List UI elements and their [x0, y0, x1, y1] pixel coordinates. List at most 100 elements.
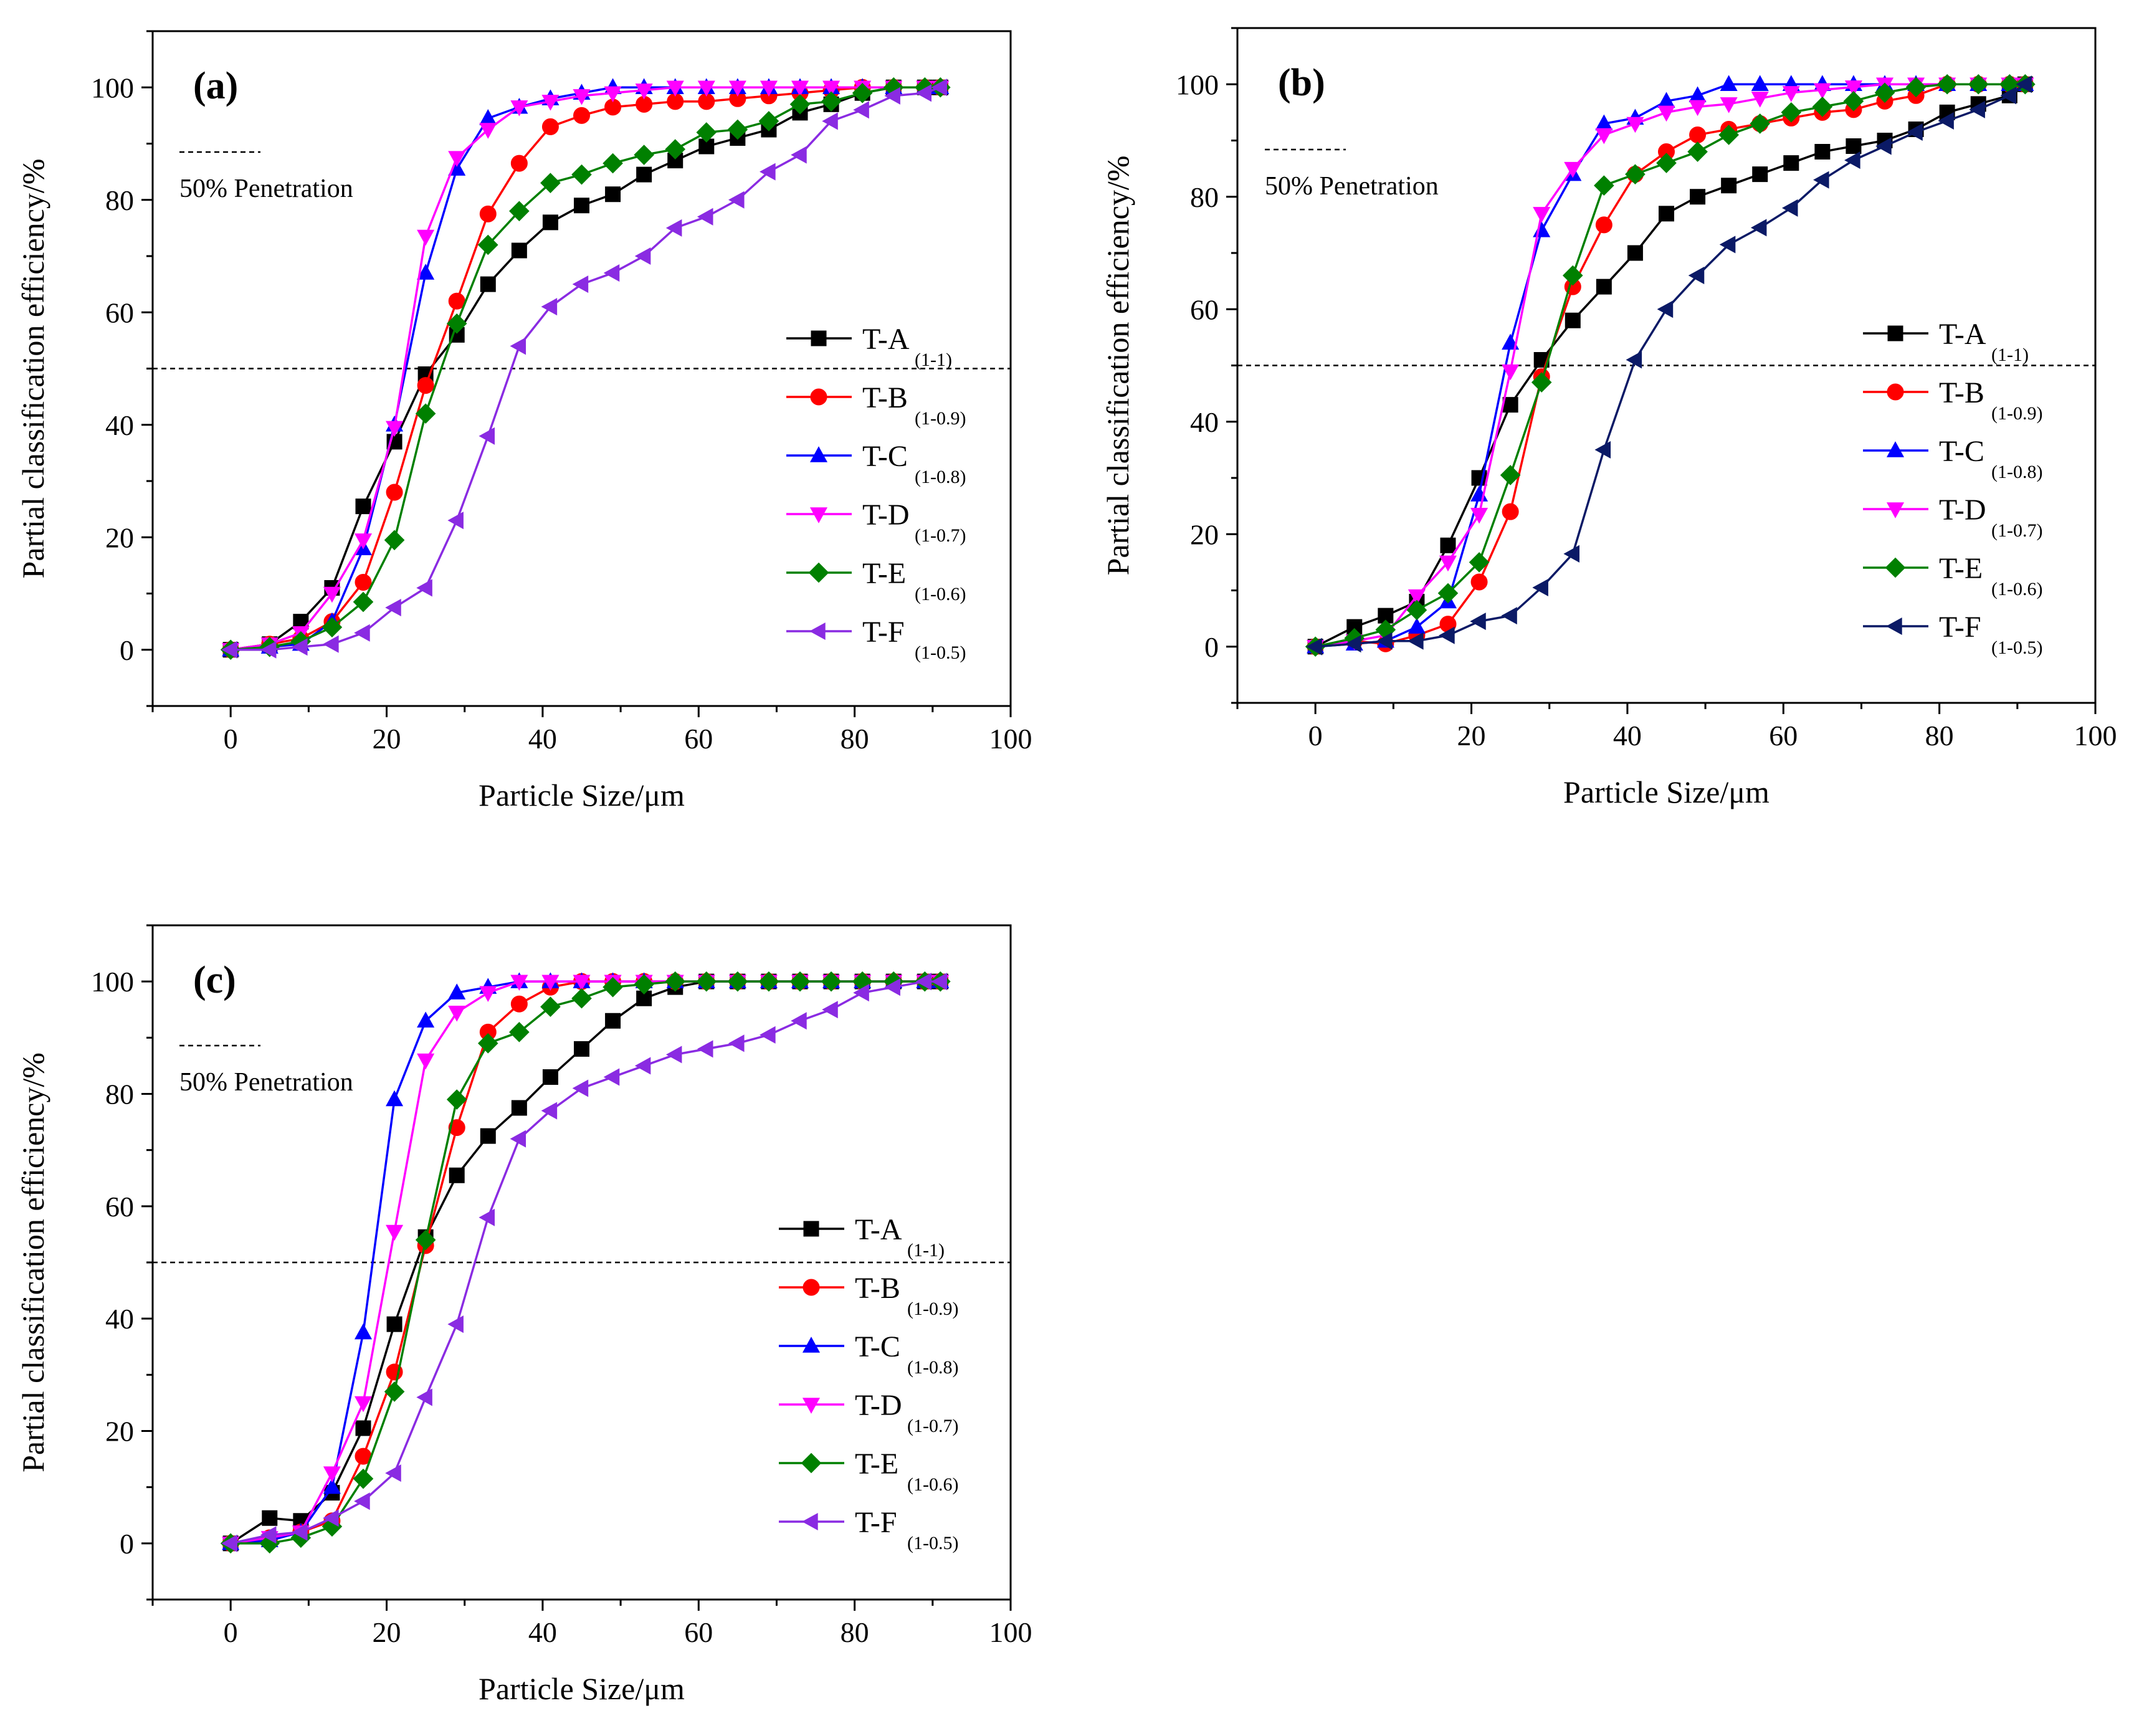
- legend-entry-t-f: T-F (1-0.5): [1863, 611, 2042, 658]
- legend-subscript: (1-0.8): [915, 467, 966, 487]
- data-point: [541, 95, 560, 111]
- data-point: [385, 599, 401, 617]
- legend-label: T-F: [855, 1506, 897, 1539]
- legend-subscript: (1-0.6): [915, 584, 966, 604]
- legend-entry-t-b: T-B (1-0.9): [779, 1272, 958, 1319]
- data-point: [603, 153, 623, 174]
- series-t-f: [1306, 75, 2032, 656]
- data-point: [727, 119, 748, 140]
- legend-subscript: (1-1): [1991, 345, 2029, 365]
- data-point: [1751, 92, 1769, 108]
- legend-subscript: (1-1): [915, 350, 952, 370]
- data-point: [1470, 507, 1489, 524]
- data-point: [1720, 97, 1738, 113]
- data-point: [221, 641, 237, 659]
- data-point: [541, 975, 560, 991]
- data-point: [1533, 221, 1551, 237]
- data-point: [323, 1466, 341, 1482]
- legend-marker: [1886, 441, 1905, 457]
- legend-marker: [810, 388, 827, 406]
- data-point: [573, 107, 590, 124]
- data-point: [605, 1013, 621, 1029]
- data-point: [1659, 206, 1674, 222]
- legend-entry-t-d: T-D(1-0.7): [786, 498, 966, 546]
- legend-entry-t-d: T-D(1-0.7): [1863, 494, 2042, 541]
- data-point: [446, 1089, 467, 1110]
- data-point: [1625, 164, 1646, 184]
- data-point: [292, 638, 308, 656]
- x-tick-label: 60: [684, 723, 713, 755]
- panel-label: (c): [193, 959, 236, 1001]
- data-point: [1721, 178, 1737, 194]
- x-axis-label: Particle Size/μm: [479, 778, 685, 813]
- legend-entry-t-b: T-B (1-0.9): [786, 381, 966, 429]
- data-point: [1751, 75, 1769, 91]
- data-point: [1594, 441, 1611, 459]
- data-point: [1408, 632, 1424, 650]
- data-point: [541, 298, 558, 316]
- data-point: [416, 579, 432, 597]
- data-point: [511, 1100, 527, 1116]
- legend-entry-t-f: T-F (1-0.5): [786, 616, 966, 663]
- data-point: [542, 214, 558, 231]
- data-point: [1814, 144, 1831, 160]
- data-point: [1938, 112, 1954, 130]
- legend-subscript: (1-0.8): [1991, 462, 2042, 482]
- data-point: [696, 122, 717, 143]
- data-point: [417, 1011, 435, 1028]
- data-point: [1687, 141, 1708, 162]
- legend-label: T-F: [862, 616, 905, 649]
- data-point: [758, 971, 779, 992]
- data-point: [634, 974, 654, 994]
- data-point: [636, 166, 652, 183]
- data-point: [510, 155, 528, 172]
- y-axis-label: Partial classification efficiency/%: [16, 1052, 50, 1472]
- data-point: [1439, 555, 1457, 572]
- legend-subscript: (1-0.9): [915, 408, 966, 429]
- data-point: [915, 973, 931, 991]
- data-point: [1345, 635, 1361, 653]
- data-point: [852, 82, 873, 103]
- x-tick-label: 0: [1308, 720, 1323, 751]
- legend-entry-t-e: T-E (1-0.6): [779, 1447, 958, 1495]
- data-point: [821, 971, 842, 992]
- legend-label: T-C: [862, 440, 908, 473]
- data-point: [603, 1068, 620, 1086]
- y-tick-label: 20: [105, 1416, 134, 1447]
- data-point: [262, 1510, 278, 1526]
- data-point: [477, 1033, 498, 1054]
- legend-marker: [802, 1337, 821, 1353]
- data-point: [323, 586, 341, 603]
- legend-marker: [809, 446, 828, 462]
- y-tick-label: 100: [1176, 69, 1219, 100]
- y-tick-label: 0: [120, 1528, 134, 1560]
- data-point: [2016, 75, 2032, 93]
- legend-label: T-E: [1939, 552, 1983, 585]
- data-point: [447, 1315, 464, 1333]
- data-point: [697, 207, 713, 226]
- data-point: [822, 112, 838, 130]
- penetration-legend-text: 50% Penetration: [179, 174, 353, 203]
- data-point: [604, 86, 622, 103]
- legend-label: T-B: [1939, 376, 1984, 409]
- legend-entry-t-a: T-A(1-1): [779, 1213, 945, 1261]
- legend-label: T-C: [855, 1330, 900, 1363]
- data-point: [572, 275, 589, 293]
- data-point: [665, 139, 686, 160]
- data-point: [915, 84, 931, 102]
- legend-subscript: (1-0.5): [915, 642, 966, 663]
- data-point: [1813, 83, 1831, 100]
- series-line: [230, 86, 941, 651]
- data-point: [760, 1026, 776, 1044]
- data-point: [386, 1090, 404, 1107]
- data-point: [821, 91, 842, 112]
- data-point: [1469, 552, 1490, 573]
- data-point: [1718, 125, 1739, 145]
- data-point: [1969, 100, 1985, 118]
- data-point: [1440, 537, 1456, 553]
- data-point: [884, 978, 900, 996]
- data-point: [416, 1388, 432, 1406]
- data-point: [322, 617, 343, 637]
- data-point: [1408, 618, 1426, 634]
- data-point: [510, 100, 528, 117]
